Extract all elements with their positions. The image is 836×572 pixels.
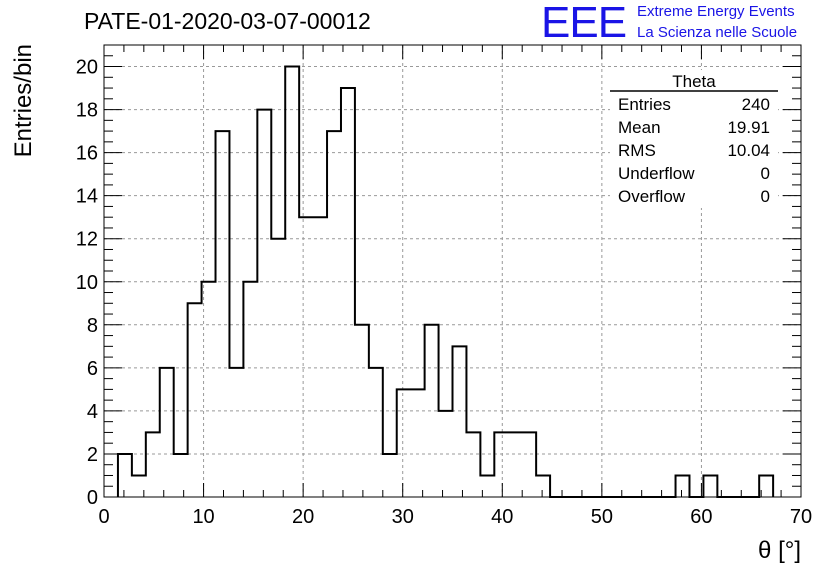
y-tick-label: 4 — [87, 401, 98, 423]
histogram-bin — [146, 432, 160, 497]
stats-row-label: Underflow — [618, 164, 695, 183]
y-axis-title: Entries/bin — [10, 44, 37, 157]
stats-row-value: 19.91 — [727, 118, 770, 137]
histogram-bin — [536, 475, 550, 497]
histogram-bin — [411, 389, 425, 497]
histogram-bin — [676, 475, 690, 497]
histogram-bin — [369, 368, 383, 497]
y-tick-label: 14 — [76, 186, 98, 208]
stats-box-rows: Entries 240 Mean 19.91 RMS 10.04 Underflow 0 Ove… — [618, 95, 770, 206]
histogram-bin — [229, 368, 243, 497]
x-axis-title: θ [°] — [758, 537, 801, 564]
histogram-bin — [466, 432, 480, 497]
histogram-bin — [313, 217, 327, 497]
histogram-bin — [188, 303, 202, 497]
x-tick-label: 30 — [392, 506, 414, 528]
stats-box-title: Theta — [672, 72, 716, 91]
histogram-bin — [703, 475, 717, 497]
y-tick-label: 10 — [76, 272, 98, 294]
histogram-bin — [216, 131, 230, 497]
stats-row-label: Entries — [618, 95, 671, 114]
histogram-bin — [160, 368, 174, 497]
x-tick-label: 10 — [192, 506, 214, 528]
x-tick-label: 60 — [690, 506, 712, 528]
histogram-bin — [257, 110, 271, 497]
x-tick-label: 20 — [292, 506, 314, 528]
y-tick-label: 16 — [76, 143, 98, 165]
histogram-bin — [453, 346, 467, 497]
x-tick-label: 70 — [790, 506, 812, 528]
histogram-bin — [508, 432, 522, 497]
stats-row-value: 0 — [761, 164, 770, 183]
histogram-bin — [118, 454, 132, 497]
x-tick-labels: 0 10 20 30 40 50 60 70 — [98, 506, 812, 528]
logo-tagline-1: Extreme Energy Events — [637, 3, 795, 20]
stats-row-value: 0 — [761, 187, 770, 206]
x-tick-label: 0 — [98, 506, 109, 528]
y-tick-label: 20 — [76, 57, 98, 79]
histogram-bin — [327, 131, 341, 497]
x-tick-label: 50 — [591, 506, 613, 528]
y-tick-label: 12 — [76, 229, 98, 251]
histogram-bin — [341, 88, 355, 497]
histogram-bin — [174, 454, 188, 497]
stats-row-value: 240 — [742, 95, 770, 114]
y-tick-label: 18 — [76, 100, 98, 122]
y-tick-label: 8 — [87, 315, 98, 337]
histogram-bin — [397, 389, 411, 497]
axis-ticks — [103, 44, 802, 498]
stats-box-background — [610, 70, 778, 208]
y-tick-label: 0 — [87, 487, 98, 509]
stats-row-label: RMS — [618, 141, 656, 160]
histogram-bin — [383, 454, 397, 497]
stats-row-label: Mean — [618, 118, 661, 137]
histogram-bin — [243, 282, 257, 497]
eee-logo: EEE — [541, 0, 627, 47]
y-tick-label: 6 — [87, 358, 98, 380]
x-tick-label: 40 — [491, 506, 513, 528]
stats-row-label: Overflow — [618, 187, 686, 206]
stats-row-value: 10.04 — [727, 141, 770, 160]
y-tick-labels: 0 2 4 6 8 10 12 14 16 18 20 — [76, 57, 98, 509]
chart-title: PATE-01-2020-03-07-00012 — [84, 8, 371, 34]
histogram-bin — [522, 432, 536, 497]
stats-box: Theta Entries 240 Mean 19.91 RMS 10.04 Underfl… — [610, 70, 778, 208]
histogram-bin — [494, 432, 508, 497]
y-tick-label: 2 — [87, 444, 98, 466]
histogram-bin — [299, 217, 313, 497]
logo-tagline-2: La Scienza nelle Scuole — [637, 24, 798, 41]
